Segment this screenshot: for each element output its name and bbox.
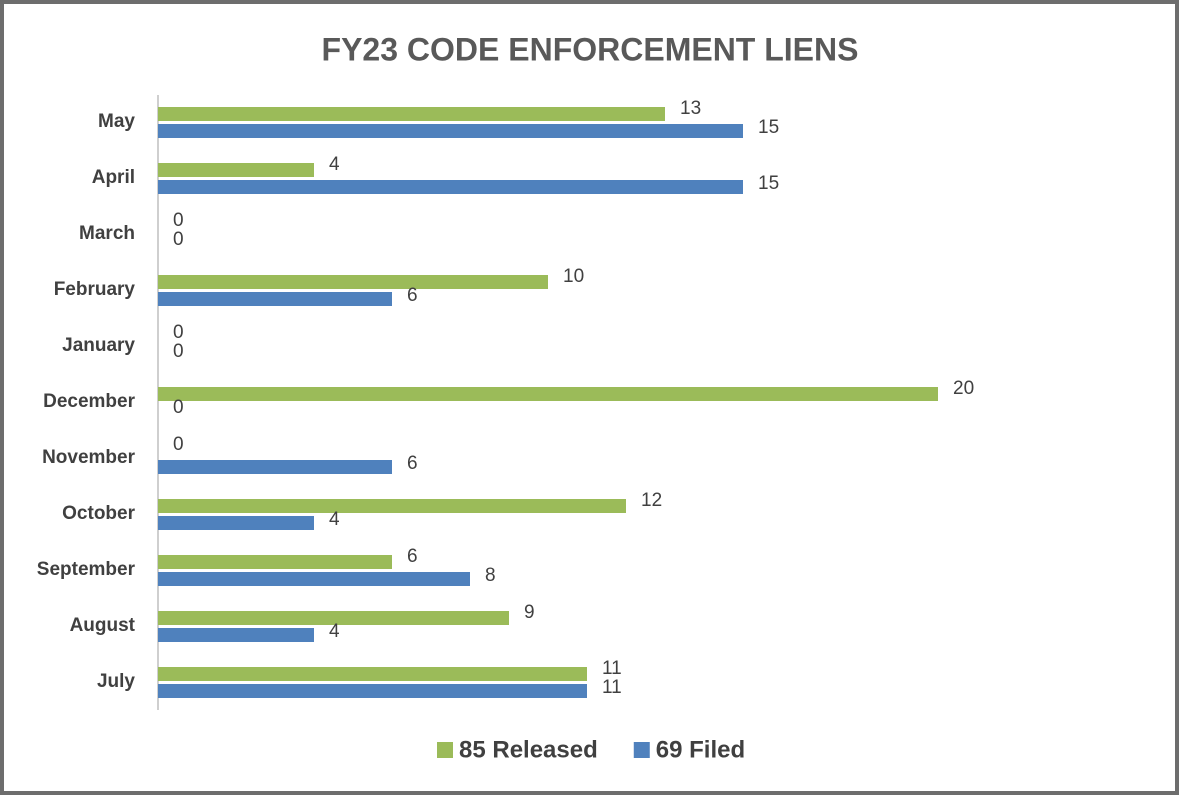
data-label: 0 xyxy=(173,434,184,455)
legend-label: 69 Filed xyxy=(656,736,745,763)
bar xyxy=(158,124,743,138)
data-label: 0 xyxy=(173,229,184,250)
legend-swatch xyxy=(437,742,453,758)
data-label: 12 xyxy=(641,490,662,511)
legend-label: 85 Released xyxy=(459,736,598,763)
data-label: 0 xyxy=(173,322,184,343)
bar xyxy=(158,163,314,177)
bar xyxy=(158,667,587,681)
data-label: 4 xyxy=(329,154,340,175)
y-tick-label: March xyxy=(79,223,135,244)
y-tick-label: November xyxy=(42,447,136,468)
bar xyxy=(158,460,392,474)
data-label: 6 xyxy=(407,285,418,306)
bar xyxy=(158,684,587,698)
data-label: 6 xyxy=(407,453,418,474)
data-label: 4 xyxy=(329,509,340,530)
data-label: 15 xyxy=(758,117,779,138)
bar xyxy=(158,516,314,530)
y-tick-label: February xyxy=(54,279,136,300)
bar xyxy=(158,107,665,121)
bar xyxy=(158,292,392,306)
y-tick-label: April xyxy=(92,167,135,188)
data-label: 0 xyxy=(173,397,184,418)
data-label: 9 xyxy=(524,602,535,623)
data-label: 0 xyxy=(173,341,184,362)
y-tick-label: May xyxy=(98,111,135,132)
y-tick-label: December xyxy=(43,391,135,412)
bar xyxy=(158,572,470,586)
data-label: 15 xyxy=(758,173,779,194)
data-label: 11 xyxy=(602,677,622,698)
y-tick-label: January xyxy=(62,335,135,356)
data-label: 20 xyxy=(953,378,974,399)
y-tick-label: October xyxy=(62,503,135,524)
legend-swatch xyxy=(633,742,650,758)
data-label: 8 xyxy=(485,565,496,586)
data-label: 13 xyxy=(680,98,701,119)
y-tick-label: July xyxy=(97,671,135,692)
bar xyxy=(158,628,314,642)
y-tick-label: September xyxy=(37,559,136,580)
bar xyxy=(158,499,626,513)
data-label: 10 xyxy=(563,266,584,287)
chart-title: FY23 CODE ENFORCEMENT LIENS xyxy=(322,31,859,67)
bar xyxy=(158,611,509,625)
data-label: 11 xyxy=(602,658,622,679)
bar xyxy=(158,275,548,289)
y-tick-label: August xyxy=(70,615,136,636)
data-label: 4 xyxy=(329,621,340,642)
bar xyxy=(158,555,392,569)
data-label: 6 xyxy=(407,546,418,567)
data-label: 0 xyxy=(173,210,184,231)
bar xyxy=(158,387,938,401)
bar xyxy=(158,180,743,194)
